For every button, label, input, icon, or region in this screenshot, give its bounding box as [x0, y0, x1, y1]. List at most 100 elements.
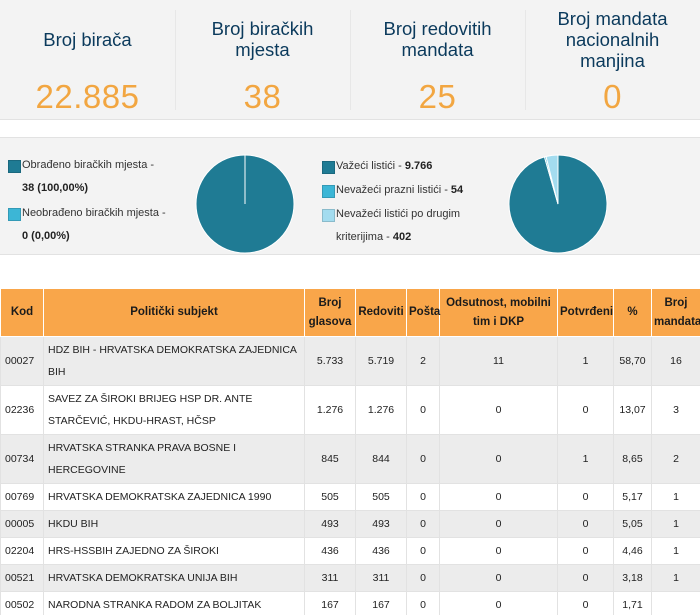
- cell-party: SAVEZ ZA ŠIROKI BRIJEG HSP DR. ANTE STAR…: [43, 385, 305, 435]
- stat-value: 22.885: [35, 78, 140, 115]
- cell-mail: 0: [406, 591, 440, 615]
- cell-code: 00734: [0, 434, 44, 484]
- cell-mandates: 1: [651, 510, 700, 538]
- cell-absentee: 11: [439, 336, 558, 386]
- cell-code: 00005: [0, 510, 44, 538]
- stat-label: Broj birača: [43, 28, 132, 50]
- cell-party: HRS-HSSBIH ZAJEDNO ZA ŠIROKI: [43, 537, 305, 565]
- table-row: 02236 SAVEZ ZA ŠIROKI BRIJEG HSP DR. ANTE…: [0, 385, 700, 435]
- table-row: 00027 HDZ BIH - HRVATSKA DEMOKRATSKA ZAJE…: [0, 336, 700, 386]
- results-table-body: 00027 HDZ BIH - HRVATSKA DEMOKRATSKA ZAJE…: [0, 336, 700, 615]
- cell-mail: 2: [406, 336, 440, 386]
- cell-mandates: 16: [651, 336, 700, 386]
- column-header-mail[interactable]: Pošta: [406, 288, 440, 337]
- cell-mail: 0: [406, 385, 440, 435]
- legend-swatch: [322, 185, 335, 198]
- cell-votes: 845: [304, 434, 356, 484]
- table-row: 00521 HRVATSKA DEMOKRATSKA UNIJA BIH 311 31…: [0, 564, 700, 592]
- cell-confirmed: 0: [557, 510, 614, 538]
- cell-confirmed: 0: [557, 564, 614, 592]
- cell-mandates: 1: [651, 564, 700, 592]
- cell-votes: 167: [304, 591, 356, 615]
- column-header-regular[interactable]: Redoviti: [355, 288, 407, 337]
- cell-percent: 1,71: [613, 591, 652, 615]
- cell-mail: 0: [406, 537, 440, 565]
- cell-mandates: 3: [651, 385, 700, 435]
- cell-code: 00027: [0, 336, 44, 386]
- stats-panel: Broj birača 22.885 Broj biračkih mjesta …: [0, 0, 700, 120]
- cell-percent: 58,70: [613, 336, 652, 386]
- table-row: 00734 HRVATSKA STRANKA PRAVA BOSNE I HERC…: [0, 434, 700, 484]
- table-row: 00005 HKDU BIH 493 493 0 0 0 5,05 1: [0, 510, 700, 538]
- pie-chart-ballots: [508, 154, 608, 254]
- column-header-percent[interactable]: %: [613, 288, 652, 337]
- column-header-mandates[interactable]: Broj mandata: [651, 288, 700, 337]
- stat-voters: Broj birača 22.885: [0, 0, 175, 120]
- cell-confirmed: 1: [557, 434, 614, 484]
- stat-value: 38: [243, 78, 282, 115]
- stat-regular-mandates: Broj redovitih mandata 25: [350, 0, 525, 120]
- legend-unprocessed-stations: Neobrađeno biračkih mjesta - 0 (0,00%): [8, 202, 166, 248]
- cell-votes: 1.276: [304, 385, 356, 435]
- table-row: 00502 NARODNA STRANKA RADOM ZA BOLJITAK 16…: [0, 591, 700, 615]
- cell-absentee: 0: [439, 591, 558, 615]
- pie-chart-polling-stations: [195, 154, 295, 254]
- column-header-party[interactable]: Politički subjekt: [43, 288, 305, 337]
- cell-mandates: [651, 591, 700, 615]
- divider: [525, 10, 526, 110]
- cell-absentee: 0: [439, 385, 558, 435]
- cell-mail: 0: [406, 483, 440, 511]
- cell-absentee: 0: [439, 564, 558, 592]
- divider: [175, 10, 176, 110]
- cell-percent: 5,05: [613, 510, 652, 538]
- stat-value: 0: [603, 78, 622, 115]
- cell-percent: 4,46: [613, 537, 652, 565]
- legend-swatch: [322, 209, 335, 222]
- cell-confirmed: 0: [557, 537, 614, 565]
- cell-party: HRVATSKA DEMOKRATSKA ZAJEDNICA 1990: [43, 483, 305, 511]
- cell-mandates: 1: [651, 537, 700, 565]
- cell-absentee: 0: [439, 483, 558, 511]
- column-header-confirmed[interactable]: Potvrđeni: [557, 288, 614, 337]
- cell-votes: 5.733: [304, 336, 356, 386]
- cell-percent: 5,17: [613, 483, 652, 511]
- cell-regular: 311: [355, 564, 407, 592]
- cell-party: HKDU BIH: [43, 510, 305, 538]
- cell-confirmed: 0: [557, 483, 614, 511]
- legend-label: Obrađeno biračkih mjesta - 38 (100,00%): [22, 159, 155, 194]
- cell-code: 00769: [0, 483, 44, 511]
- cell-code: 00502: [0, 591, 44, 615]
- stat-label: Broj mandata nacionalnih manjina: [557, 7, 668, 71]
- table-row: 00769 HRVATSKA DEMOKRATSKA ZAJEDNICA 1990…: [0, 483, 700, 511]
- cell-regular: 167: [355, 591, 407, 615]
- cell-percent: 3,18: [613, 564, 652, 592]
- cell-regular: 505: [355, 483, 407, 511]
- cell-regular: 493: [355, 510, 407, 538]
- legend-label: Nevažeći listići po drugim kriterijima -…: [336, 208, 461, 243]
- cell-party: NARODNA STRANKA RADOM ZA BOLJITAK: [43, 591, 305, 615]
- legend-label: Nevažeći prazni listići - 54: [336, 184, 464, 196]
- cell-party: HRVATSKA DEMOKRATSKA UNIJA BIH: [43, 564, 305, 592]
- column-header-votes[interactable]: Broj glasova: [304, 288, 356, 337]
- cell-percent: 8,65: [613, 434, 652, 484]
- cell-votes: 436: [304, 537, 356, 565]
- table-header-row: Kod Politički subjekt Broj glasova Redov…: [0, 288, 700, 337]
- cell-percent: 13,07: [613, 385, 652, 435]
- cell-mandates: 2: [651, 434, 700, 484]
- legend-swatch: [8, 208, 21, 221]
- legend-invalid-other-ballots: Nevažeći listići po drugim kriterijima -…: [322, 203, 460, 249]
- cell-code: 00521: [0, 564, 44, 592]
- column-header-absentee[interactable]: Odsutnost, mobilni tim i DKP: [439, 288, 558, 337]
- column-header-code[interactable]: Kod: [0, 288, 44, 337]
- legend-label: Važeći listići - 9.766: [336, 160, 433, 172]
- legend-swatch: [8, 160, 21, 173]
- cell-votes: 505: [304, 483, 356, 511]
- cell-party: HRVATSKA STRANKA PRAVA BOSNE I HERCEGOVI…: [43, 434, 305, 484]
- stat-polling-stations: Broj biračkih mjesta 38: [175, 0, 350, 120]
- cell-mail: 0: [406, 434, 440, 484]
- summary-panel: Obrađeno biračkih mjesta - 38 (100,00%) …: [0, 137, 700, 255]
- cell-confirmed: 1: [557, 336, 614, 386]
- cell-absentee: 0: [439, 434, 558, 484]
- cell-confirmed: 0: [557, 591, 614, 615]
- divider: [350, 10, 351, 110]
